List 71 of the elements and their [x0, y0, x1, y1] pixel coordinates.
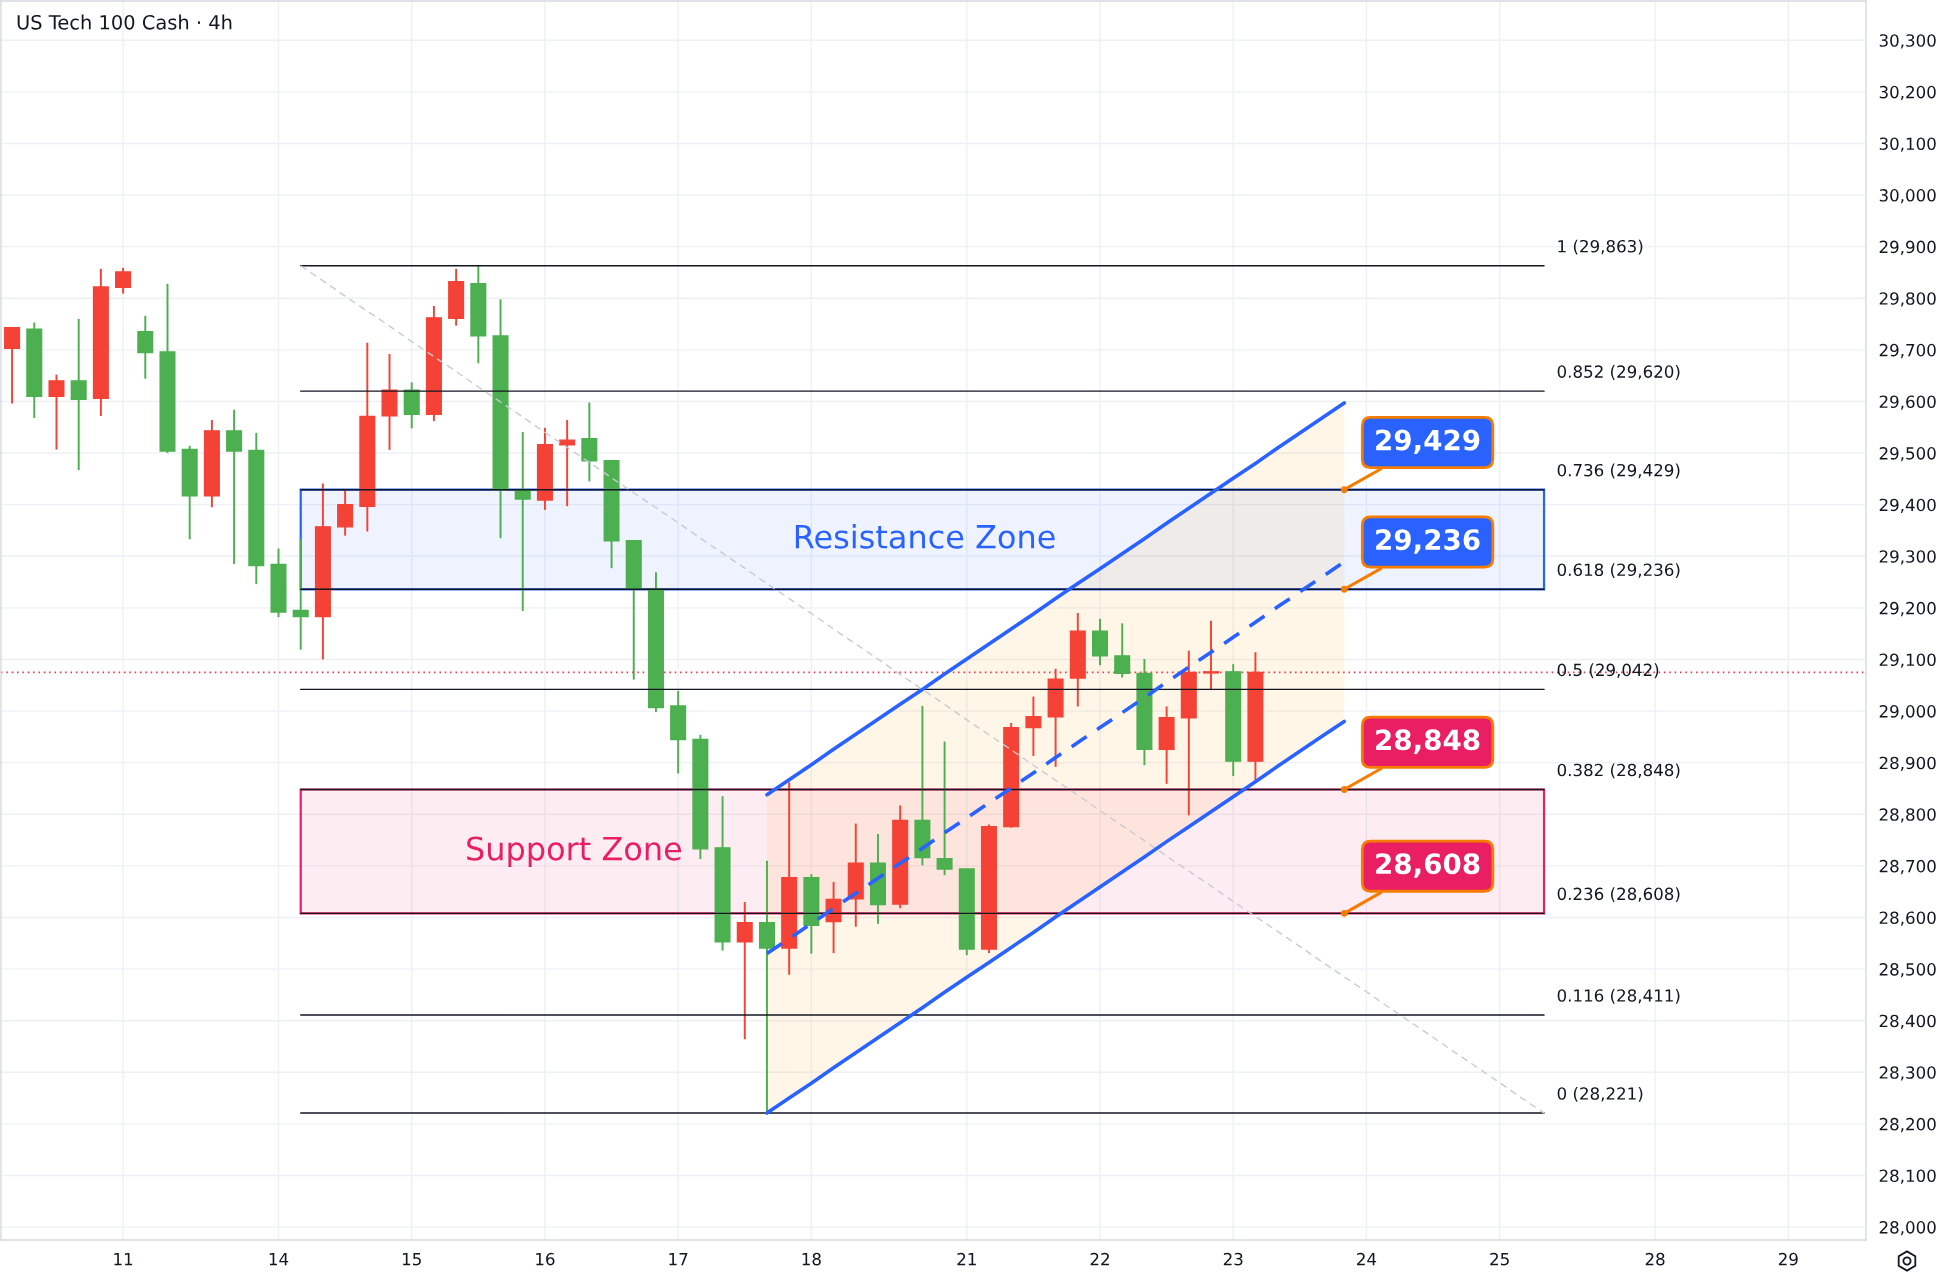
y-tick-label: 29,300 — [1879, 550, 1936, 565]
x-tick-label: 23 — [1223, 1252, 1243, 1266]
x-tick-label: 21 — [957, 1252, 976, 1266]
x-tick-label: 18 — [802, 1252, 821, 1266]
candlestick — [559, 419, 576, 508]
y-tick-label: 29,800 — [1879, 292, 1936, 307]
candlestick — [48, 373, 65, 451]
y-tick-label: 30,300 — [1879, 34, 1936, 49]
annotation: 29,429 — [1376, 429, 1480, 455]
x-tick-label: 14 — [269, 1253, 289, 1266]
annotation: 28,608 — [1376, 853, 1480, 878]
y-tick-label: 29,600 — [1879, 395, 1936, 410]
y-tick-label: 28,000 — [1879, 1221, 1936, 1236]
candlestick — [514, 430, 531, 612]
series-label: 0.5 (29,042) — [1557, 663, 1659, 679]
candlestick — [581, 401, 598, 483]
series-label: 0.852 (29,620) — [1557, 365, 1680, 380]
y-tick-label: 28,500 — [1879, 963, 1936, 978]
series-label: 1 (29,863) — [1558, 239, 1643, 255]
text: US Tech 100 Cash · 4h — [17, 14, 232, 30]
candlestick — [337, 488, 354, 537]
x-tick-label: 22 — [1090, 1252, 1109, 1266]
y-tick-label: 28,200 — [1879, 1117, 1936, 1133]
series-label: 0.618 (29,236) — [1557, 563, 1680, 579]
line-series — [765, 719, 1347, 1115]
candlestick — [226, 408, 243, 565]
candlestick — [137, 314, 154, 380]
y-tick-label: 30,100 — [1879, 137, 1936, 152]
y-tick-label: 28,700 — [1879, 859, 1936, 875]
y-tick-label: 29,500 — [1879, 447, 1936, 462]
band-label: Resistance Zone — [795, 524, 1055, 549]
x-tick-label: 28 — [1645, 1252, 1665, 1266]
y-tick-label: 29,400 — [1879, 498, 1936, 513]
x-tick-label: 24 — [1357, 1252, 1377, 1266]
line-series — [300, 265, 1545, 1114]
candlestick — [936, 740, 953, 877]
candlestick — [70, 317, 87, 472]
candlestick — [1202, 619, 1220, 691]
candlestick — [115, 266, 132, 295]
x-tick-label: 17 — [669, 1253, 688, 1266]
candlestick — [1114, 622, 1131, 679]
candlestick — [4, 326, 21, 405]
y-tick-label: 29,700 — [1879, 343, 1936, 359]
candlestick — [736, 901, 753, 1041]
y-tick-label: 28,300 — [1879, 1066, 1936, 1081]
y-tick-label: 29,000 — [1879, 705, 1936, 720]
annotation: 28,848 — [1376, 729, 1480, 754]
x-tick-label: 11 — [114, 1253, 133, 1266]
series-label: 0.382 (28,848) — [1557, 763, 1680, 779]
y-tick-label: 28,400 — [1879, 1014, 1936, 1029]
annotation: 29,236 — [1376, 529, 1480, 554]
y-tick-label: 28,100 — [1879, 1169, 1936, 1184]
candlestick — [1025, 695, 1042, 757]
y-tick-label: 28,900 — [1879, 756, 1936, 771]
y-tick-label: 28,600 — [1879, 911, 1936, 926]
x-tick-label: 16 — [536, 1252, 555, 1266]
x-tick-label: 15 — [402, 1253, 421, 1266]
series-label: 0.736 (29,429) — [1557, 463, 1680, 479]
y-tick-label: 29,900 — [1879, 240, 1936, 255]
y-tick-label: 30,000 — [1879, 189, 1936, 204]
y-tick-label: 29,200 — [1879, 601, 1936, 617]
series-label: 0.116 (28,411) — [1557, 988, 1680, 1004]
x-tick-label: 29 — [1778, 1252, 1798, 1266]
y-tick-label: 29,100 — [1879, 653, 1936, 668]
band-label: Support Zone — [467, 836, 682, 867]
y-tick-label: 30,200 — [1879, 85, 1936, 101]
y-tick-label: 28,800 — [1879, 808, 1936, 823]
series-label: 0.236 (28,608) — [1557, 887, 1680, 903]
series-label: 0 (28,221) — [1557, 1086, 1643, 1102]
x-tick-label: 25 — [1490, 1252, 1509, 1266]
candlestick — [292, 538, 309, 651]
